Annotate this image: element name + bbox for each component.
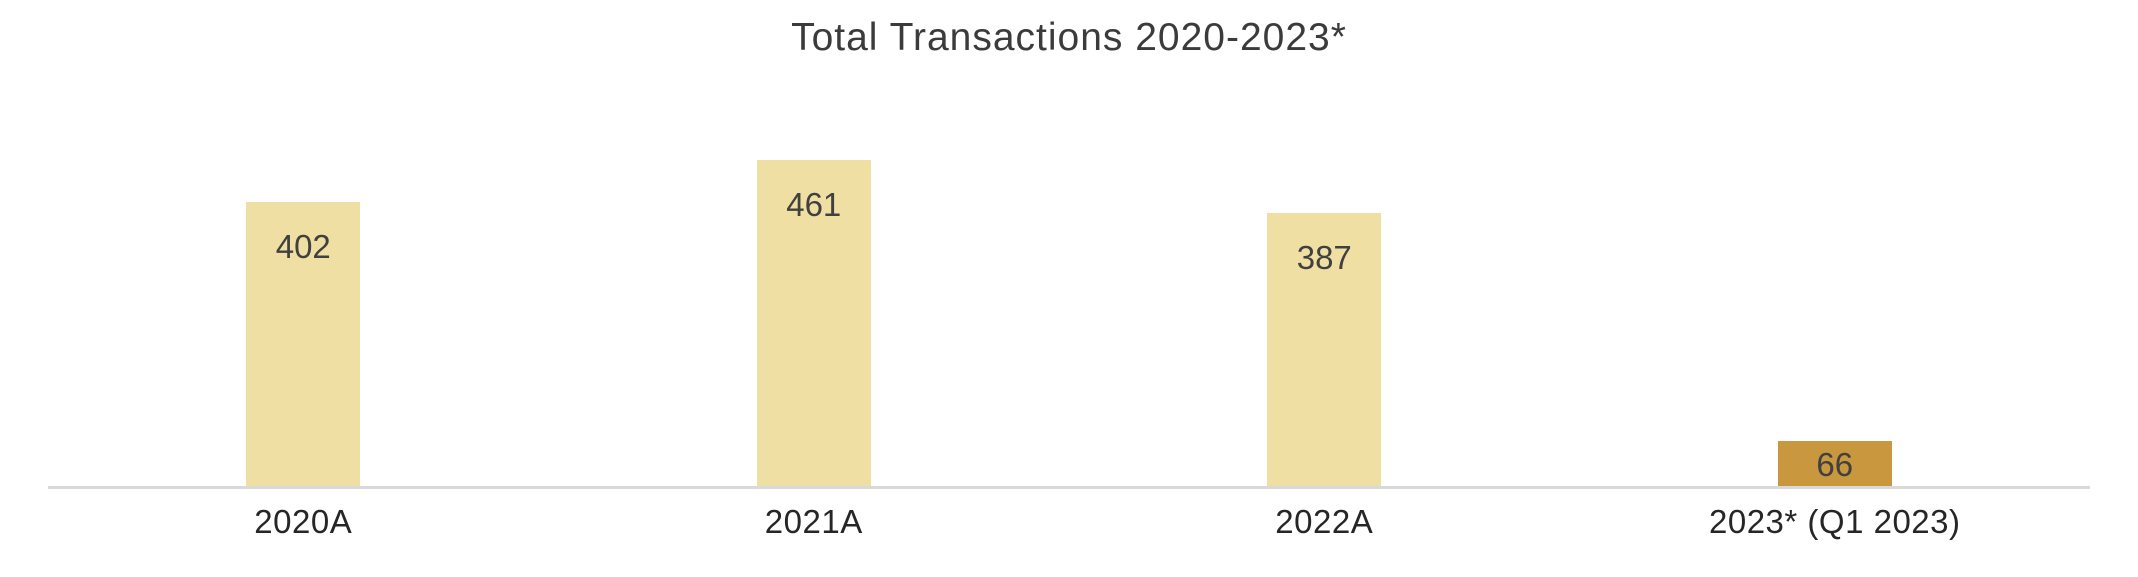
category-slot: 461: [559, 0, 1070, 488]
bars-container: 402 461 387 66: [48, 0, 2090, 488]
category-slot: 387: [1069, 0, 1580, 488]
bar-value-label: 461: [786, 186, 842, 223]
x-axis-label: 2022A: [1275, 503, 1374, 540]
x-axis-label: 2023* (Q1 2023): [1708, 503, 1961, 540]
bar-value-label: 402: [275, 228, 331, 265]
bar-value-label: 66: [1816, 446, 1854, 483]
x-axis-labels: 2020A 2021A 2022A 2023* (Q1 2023): [48, 503, 2090, 541]
bar-2022a: 387: [1267, 213, 1382, 488]
bar-2021a: 461: [756, 160, 871, 488]
x-axis-label: 2021A: [764, 503, 863, 540]
category-slot: 66: [1580, 0, 2091, 488]
bar-value-label: 387: [1296, 239, 1352, 276]
category-slot: 402: [48, 0, 559, 488]
bar-2023-q1-2023: 66: [1777, 441, 1892, 488]
bar-2020a: 402: [246, 202, 361, 488]
chart-title: Total Transactions 2020-2023*: [791, 16, 1347, 59]
x-axis-label: 2020A: [254, 503, 353, 540]
x-axis-line: [48, 486, 2090, 489]
plot-area: 402 461 387 66: [48, 0, 2090, 489]
